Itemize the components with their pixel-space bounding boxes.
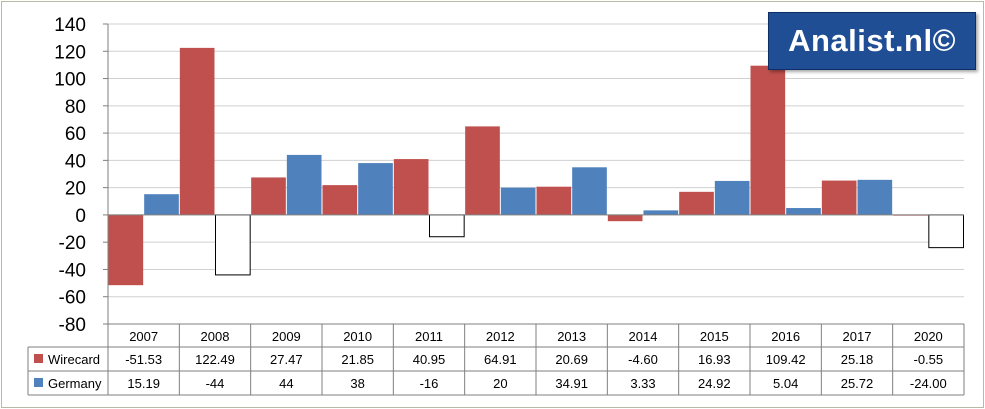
- bar-germany-2020: [928, 214, 964, 249]
- y-tick-label: -80: [59, 315, 86, 336]
- bar-germany-2010: [358, 163, 393, 215]
- data-table-cell: 20: [493, 376, 507, 391]
- y-tick-label: 120: [54, 42, 86, 63]
- y-tick-label: 0: [75, 206, 86, 227]
- data-table-cell: 38: [350, 376, 364, 391]
- data-table-cell: 21.85: [341, 352, 374, 367]
- bar-germany-2017: [857, 179, 893, 215]
- y-tick-label: 20: [65, 179, 86, 200]
- bar-wirecard-2007: [108, 214, 144, 286]
- data-table-cell: 3.33: [630, 376, 655, 391]
- x-tick-label: 2012: [486, 329, 515, 344]
- y-tick-label: 40: [65, 151, 86, 172]
- x-tick-label: 2016: [771, 329, 800, 344]
- analist-logo: Analist.nl©: [768, 12, 976, 70]
- data-table-cell: 25.72: [841, 376, 874, 391]
- y-axis-tick-labels: 140 120 100 80 60 40 20 0 -20 -40 -60 -80: [54, 15, 86, 336]
- y-tick-label: 140: [54, 15, 86, 36]
- bar-germany-2013: [572, 167, 607, 215]
- bar-wirecard-2014: [607, 214, 643, 222]
- y-tick-label: 80: [65, 97, 86, 118]
- x-tick-label: 2011: [415, 329, 443, 344]
- bar-germany-2007: [144, 194, 179, 215]
- x-tick-label: 2015: [700, 329, 729, 344]
- bar-germany-2008: [215, 214, 251, 276]
- bar-wirecard-2016: [750, 65, 786, 215]
- legend-key-germany: [34, 378, 43, 387]
- bar-wirecard-2009: [251, 177, 286, 215]
- data-table-cell: 44: [279, 376, 293, 391]
- bar-germany-2011: [429, 214, 465, 238]
- x-tick-label: 2008: [201, 329, 230, 344]
- bar-germany-2014: [643, 210, 679, 215]
- y-tick-label: -40: [59, 260, 86, 281]
- data-table-cell: -44: [206, 376, 225, 391]
- axes: [103, 23, 964, 395]
- data-table-cell: 24.92: [698, 376, 731, 391]
- y-tick-label: 100: [54, 70, 86, 91]
- data-table-cell: -0.55: [914, 352, 944, 367]
- legend-label-wirecard: Wirecard: [48, 352, 100, 367]
- bar-germany-2009: [286, 154, 322, 215]
- data-table-cell: 15.19: [127, 376, 160, 391]
- bar-wirecard-2012: [465, 126, 500, 215]
- bar-wirecard-2013: [536, 186, 572, 215]
- x-tick-label: 2020: [914, 329, 943, 344]
- logo-text: Analist.nl©: [788, 23, 956, 58]
- data-table-cell: -16: [420, 376, 439, 391]
- bar-wirecard-2015: [679, 191, 714, 215]
- data-table-cell: 5.04: [773, 376, 798, 391]
- data-table-cell: 64.91: [484, 352, 517, 367]
- bars: [108, 47, 964, 286]
- bar-germany-2012: [500, 187, 536, 215]
- gridlines: [108, 23, 964, 298]
- legend-key-wirecard: [34, 354, 43, 363]
- bar-wirecard-2008: [179, 47, 215, 215]
- y-tick-label: -20: [59, 233, 86, 254]
- data-table-cell: 109.42: [766, 352, 806, 367]
- bar-germany-2015: [714, 180, 750, 215]
- data-table-cell: -24.00: [910, 376, 947, 391]
- x-tick-label: 2017: [843, 329, 872, 344]
- data-table-cell: 27.47: [270, 352, 303, 367]
- data-table-cell: 20.69: [555, 352, 588, 367]
- data-table-cell: 16.93: [698, 352, 731, 367]
- bar-germany-2016: [786, 208, 821, 215]
- data-table-cell: -51.53: [125, 352, 162, 367]
- data-table-cell: 122.49: [195, 352, 235, 367]
- x-tick-label: 2010: [343, 329, 372, 344]
- bar-wirecard-2010: [322, 185, 358, 215]
- bar-wirecard-2011: [393, 159, 429, 215]
- data-table-cell: 25.18: [841, 352, 874, 367]
- data-table-cell: 40.95: [413, 352, 446, 367]
- data-table-cell: -4.60: [628, 352, 658, 367]
- data-table-cell: 34.91: [555, 376, 588, 391]
- x-tick-label: 2007: [129, 329, 158, 344]
- y-tick-label: 60: [65, 124, 86, 145]
- x-tick-label: 2009: [272, 329, 301, 344]
- x-tick-label: 2013: [557, 329, 586, 344]
- bar-wirecard-2017: [821, 180, 857, 215]
- y-tick-label: -60: [59, 288, 86, 309]
- legend-label-germany: Germany: [48, 376, 102, 391]
- data-table: 2007 2008 2009 2010 2011 2012 2013 2014 2015 2016…: [27, 323, 965, 396]
- x-tick-label: 2014: [629, 329, 658, 344]
